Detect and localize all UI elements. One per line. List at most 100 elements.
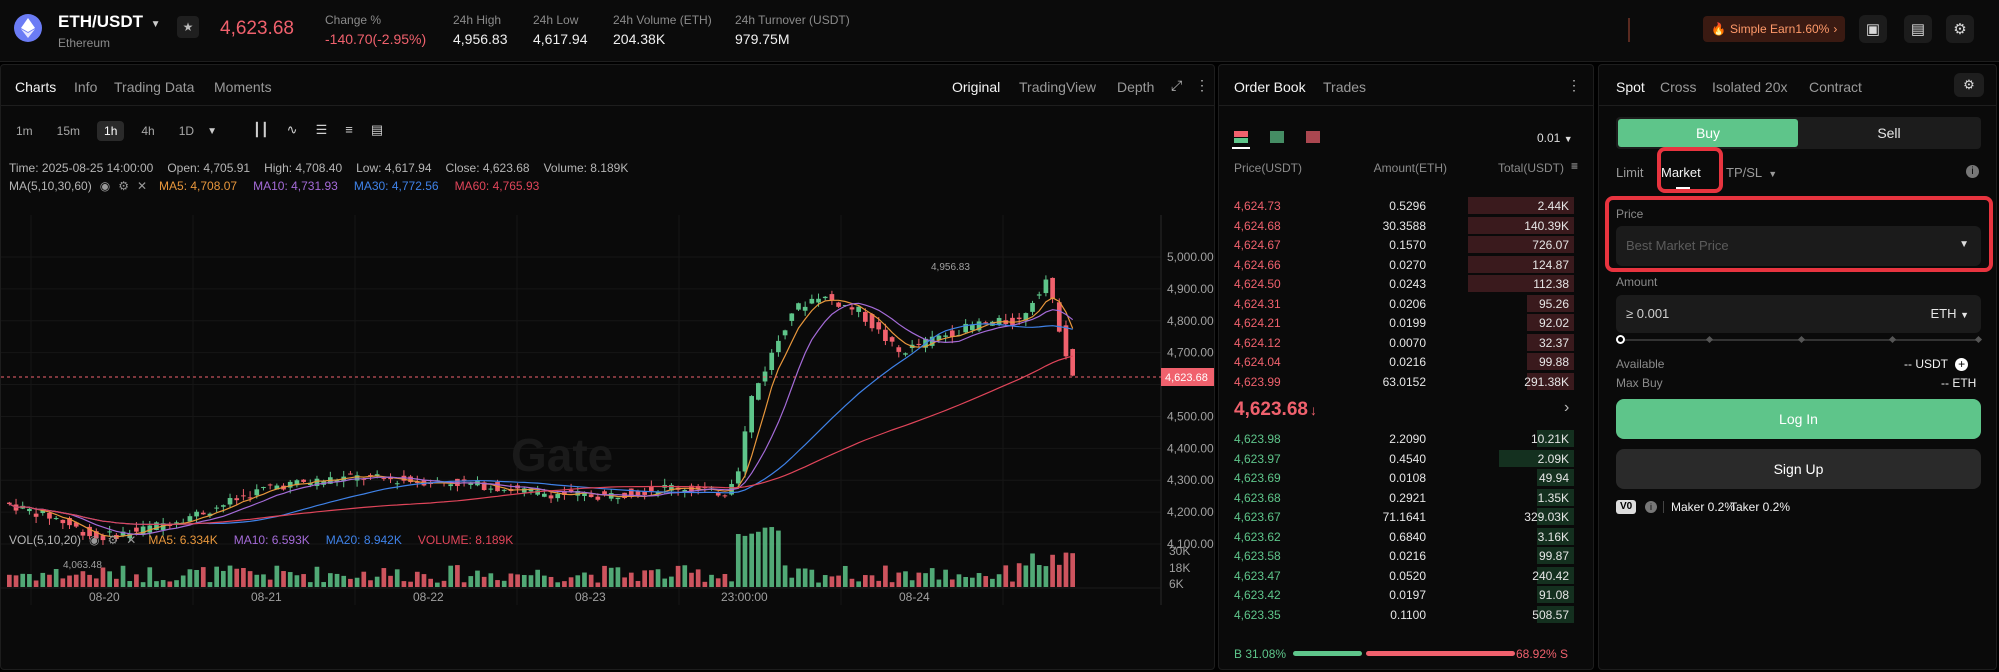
volume-bar bbox=[628, 572, 634, 587]
price-chart[interactable]: 5,000.00 4,900.00 4,800.00 4,700.00 4,500.00… bbox=[1, 195, 1214, 605]
tf-4h[interactable]: 4h bbox=[141, 124, 155, 138]
view-depth[interactable]: Depth bbox=[1117, 79, 1155, 95]
bid-row[interactable]: 4,623.67 71.1641 329.03K bbox=[1219, 507, 1584, 526]
tab-contract[interactable]: Contract bbox=[1809, 79, 1862, 95]
tab-cross[interactable]: Cross bbox=[1660, 79, 1697, 95]
amount-input[interactable]: ≥ 0.001 ETH ▼ bbox=[1616, 295, 1981, 333]
chevron-right-icon[interactable]: › bbox=[1564, 399, 1570, 416]
view-original[interactable]: Original bbox=[952, 79, 1001, 95]
ask-row[interactable]: 4,623.99 63.0152 291.38K bbox=[1219, 372, 1584, 391]
ask-row[interactable]: 4,624.31 0.0206 95.26 bbox=[1219, 294, 1584, 313]
tab-isolated[interactable]: Isolated 20x bbox=[1712, 79, 1788, 95]
login-button[interactable]: Log In bbox=[1616, 399, 1981, 439]
tab-info[interactable]: Info bbox=[74, 79, 98, 95]
gear-icon[interactable]: ⚙ bbox=[118, 179, 129, 193]
ask-row[interactable]: 4,624.68 30.3588 140.39K bbox=[1219, 216, 1584, 235]
view-tradingview[interactable]: TradingView bbox=[1019, 79, 1097, 95]
bid-row[interactable]: 4,623.62 0.6840 3.16K bbox=[1219, 527, 1584, 546]
ask-row[interactable]: 4,624.67 0.1570 726.07 bbox=[1219, 235, 1584, 254]
precision-select[interactable]: 0.01 ▼ bbox=[1537, 131, 1573, 145]
gear-icon[interactable]: ⚙ bbox=[107, 533, 119, 547]
bid-row[interactable]: 4,623.35 0.1100 508.57 bbox=[1219, 605, 1584, 624]
info-icon[interactable]: i bbox=[1966, 165, 1979, 178]
wallet-icon[interactable]: ▣ bbox=[1859, 15, 1887, 43]
ask-amount: 0.0270 bbox=[1389, 257, 1426, 272]
bid-price: 4,623.68 bbox=[1234, 490, 1281, 505]
ask-row[interactable]: 4,624.04 0.0216 99.88 bbox=[1219, 352, 1584, 371]
view-both-icon[interactable] bbox=[1234, 131, 1248, 143]
buy-tab[interactable]: Buy bbox=[1618, 119, 1798, 147]
info-icon[interactable]: i bbox=[1645, 501, 1657, 513]
order-type-market[interactable]: Market bbox=[1661, 165, 1701, 180]
candle-body bbox=[742, 431, 748, 472]
bid-row[interactable]: 4,623.58 0.0216 99.87 bbox=[1219, 546, 1584, 565]
ask-row[interactable]: 4,624.21 0.0199 92.02 bbox=[1219, 313, 1584, 332]
candle-type-icon[interactable]: ┃┃ bbox=[253, 122, 269, 137]
view-bids-icon[interactable] bbox=[1270, 131, 1284, 143]
more-icon[interactable]: ⋮ bbox=[1195, 77, 1209, 93]
ask-row[interactable]: 4,624.66 0.0270 124.87 bbox=[1219, 255, 1584, 274]
ma60-line bbox=[9, 355, 1073, 526]
tab-spot[interactable]: Spot bbox=[1616, 79, 1645, 95]
bid-row[interactable]: 4,623.68 0.2921 1.35K bbox=[1219, 488, 1584, 507]
view-asks-icon[interactable] bbox=[1306, 131, 1320, 143]
bid-row[interactable]: 4,623.47 0.0520 240.42 bbox=[1219, 566, 1584, 585]
volume-bar bbox=[542, 575, 547, 587]
tf-1h[interactable]: 1h bbox=[97, 121, 125, 141]
volume-bar bbox=[1016, 563, 1022, 587]
settings-icon[interactable]: ⚙ bbox=[1946, 15, 1974, 43]
settings-sliders-icon[interactable]: ☰ bbox=[315, 122, 328, 137]
settings-sliders-icon[interactable]: ≡ bbox=[1571, 159, 1579, 173]
ask-row[interactable]: 4,624.12 0.0070 32.37 bbox=[1219, 333, 1584, 352]
eye-icon[interactable]: ◉ bbox=[99, 179, 111, 193]
tab-order-book[interactable]: Order Book bbox=[1234, 79, 1306, 95]
amount-unit[interactable]: ETH ▼ bbox=[1930, 306, 1969, 321]
robot-icon[interactable]: ⚙ bbox=[1954, 73, 1984, 97]
candle-body bbox=[267, 484, 273, 486]
price-select[interactable]: Best Market Price ▼ bbox=[1616, 226, 1981, 266]
candle-body bbox=[829, 294, 835, 301]
tab-charts[interactable]: Charts bbox=[15, 79, 57, 95]
depth-bar bbox=[1536, 469, 1574, 486]
ask-total: 99.88 bbox=[1538, 355, 1569, 369]
expand-icon[interactable]: ⤢ bbox=[1171, 77, 1183, 93]
amount-slider[interactable] bbox=[1616, 335, 1983, 345]
pair-selector[interactable]: ETH/USDT ▼ bbox=[58, 12, 161, 32]
chevron-down-icon[interactable]: ▼ bbox=[207, 125, 217, 137]
sell-tab[interactable]: Sell bbox=[1877, 125, 1901, 141]
layout-icon[interactable]: ▤ bbox=[370, 122, 384, 137]
bid-price: 4,623.97 bbox=[1234, 451, 1281, 466]
tab-moments[interactable]: Moments bbox=[214, 79, 272, 95]
draw-tool-icon[interactable]: ≡ bbox=[345, 122, 353, 137]
candle-body bbox=[488, 488, 494, 490]
indicator-icon[interactable]: ∿ bbox=[286, 122, 298, 137]
bid-row[interactable]: 4,623.97 0.4540 2.09K bbox=[1219, 449, 1584, 468]
tf-1d[interactable]: 1D bbox=[178, 124, 195, 138]
tab-trades[interactable]: Trades bbox=[1323, 79, 1367, 95]
depth-bar bbox=[1536, 586, 1574, 603]
tf-15m[interactable]: 15m bbox=[56, 124, 81, 138]
order-type-limit[interactable]: Limit bbox=[1616, 165, 1644, 180]
ask-amount: 0.0216 bbox=[1389, 355, 1426, 369]
favorite-button[interactable]: ★ bbox=[177, 16, 199, 38]
more-icon[interactable]: ⋮ bbox=[1567, 77, 1581, 93]
simple-earn-button[interactable]: 🔥 Simple Earn1.60% › bbox=[1703, 16, 1846, 42]
close-icon[interactable]: ✕ bbox=[136, 179, 148, 193]
bid-row[interactable]: 4,623.42 0.0197 91.08 bbox=[1219, 585, 1584, 604]
volume-bar bbox=[849, 578, 855, 587]
candle-body bbox=[80, 531, 86, 536]
bid-amount: 0.2921 bbox=[1389, 490, 1426, 505]
eye-icon[interactable]: ◉ bbox=[89, 533, 100, 547]
tf-1m[interactable]: 1m bbox=[16, 124, 33, 138]
volume-bar bbox=[769, 527, 775, 587]
book-icon[interactable]: ▤ bbox=[1904, 15, 1932, 43]
bid-row[interactable]: 4,623.69 0.0108 49.94 bbox=[1219, 468, 1584, 487]
bid-row[interactable]: 4,623.98 2.2090 10.21K bbox=[1219, 429, 1584, 448]
order-type-tpsl[interactable]: TP/SL ▼ bbox=[1726, 165, 1778, 180]
tab-trading-data[interactable]: Trading Data bbox=[114, 79, 195, 95]
signup-button[interactable]: Sign Up bbox=[1616, 449, 1981, 489]
ask-row[interactable]: 4,624.73 0.5296 2.44K bbox=[1219, 196, 1584, 215]
plus-icon[interactable]: + bbox=[1955, 358, 1969, 371]
ask-row[interactable]: 4,624.50 0.0243 112.38 bbox=[1219, 274, 1584, 293]
close-icon[interactable]: ✕ bbox=[126, 533, 137, 547]
